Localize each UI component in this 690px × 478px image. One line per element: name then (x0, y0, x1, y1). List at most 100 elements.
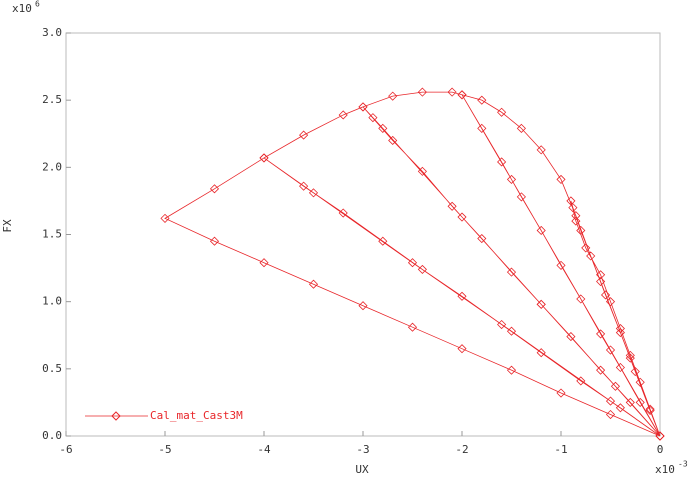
data-marker (477, 95, 487, 105)
data-marker (516, 123, 526, 133)
data-marker (160, 213, 170, 223)
data-marker (308, 279, 319, 289)
x-tick-label: -3 (356, 443, 369, 456)
data-marker (625, 397, 635, 407)
data-marker (457, 291, 467, 301)
y-axis-label: FX (1, 219, 14, 233)
data-marker (457, 212, 467, 222)
data-marker (556, 388, 566, 398)
data-marker (581, 243, 591, 253)
data-marker (635, 397, 645, 407)
data-marker (566, 196, 576, 206)
data-marker (625, 350, 635, 360)
x-multiplier-exponent: -3 (678, 460, 688, 469)
legend-label: Cal_mat_Cast3M (150, 409, 243, 422)
plot-frame (65, 32, 661, 437)
y-tick-label: 2.5 (42, 93, 62, 106)
data-marker (630, 366, 640, 377)
legend-marker (111, 411, 121, 421)
data-marker (506, 326, 517, 336)
data-marker (610, 381, 621, 391)
data-marker (615, 362, 625, 373)
data-marker (417, 87, 427, 97)
data-marker (506, 365, 517, 375)
data-marker (600, 290, 611, 300)
data-marker (615, 323, 625, 334)
data-marker (477, 233, 487, 244)
data-marker (358, 301, 368, 311)
x-axis-label: UX (355, 463, 369, 476)
data-marker (368, 113, 378, 123)
data-marker (447, 201, 457, 211)
data-marker (338, 110, 348, 120)
data-marker (378, 123, 388, 133)
data-marker (596, 276, 606, 287)
data-marker (556, 174, 566, 184)
data-marker (536, 145, 546, 155)
data-marker (259, 153, 269, 163)
x-multiplier: x10 (655, 463, 675, 476)
data-marker (645, 404, 655, 414)
data-marker (536, 348, 546, 358)
data-marker (299, 181, 309, 191)
data-marker (516, 192, 526, 202)
data-marker (497, 157, 507, 167)
data-marker (388, 135, 398, 146)
x-tick-label: -1 (554, 443, 567, 456)
data-marker (209, 236, 220, 246)
y-tick-label: 0.0 (42, 429, 62, 442)
data-marker (605, 409, 616, 420)
data-marker (655, 431, 665, 441)
data-marker (596, 365, 606, 375)
data-marker (605, 396, 616, 406)
data-marker (536, 299, 546, 309)
data-marker (536, 225, 546, 236)
y-tick-label: 3.0 (42, 26, 62, 39)
data-marker (615, 327, 625, 338)
data-marker (506, 174, 517, 184)
data-marker (596, 270, 606, 280)
y-multiplier-exponent: 6 (35, 0, 40, 9)
data-marker (417, 264, 427, 274)
data-marker (477, 123, 487, 133)
data-marker (645, 405, 655, 416)
data-marker (506, 267, 517, 277)
data-marker (259, 258, 269, 268)
data-marker (497, 319, 507, 330)
y-tick-label: 1.5 (42, 228, 62, 241)
data-marker (615, 403, 625, 413)
data-marker (605, 345, 616, 355)
series-line (164, 91, 661, 437)
data-marker (586, 251, 596, 261)
data-marker (605, 297, 616, 307)
data-marker (576, 294, 586, 304)
x-tick-label: 0 (657, 443, 664, 456)
data-marker (447, 87, 457, 97)
data-marker (566, 332, 576, 342)
y-multiplier: x10 (12, 2, 32, 15)
data-marker (556, 260, 566, 270)
data-marker (338, 208, 348, 218)
data-marker (378, 236, 388, 246)
data-marker (417, 166, 427, 176)
data-marker (358, 102, 368, 112)
x-tick-label: -4 (257, 443, 271, 456)
data-marker (497, 107, 507, 117)
data-marker (388, 91, 398, 101)
x-tick-label: -2 (455, 443, 468, 456)
data-marker (209, 184, 220, 194)
data-marker (576, 225, 586, 236)
data-marker (407, 258, 418, 268)
x-tick-label: -5 (158, 443, 171, 456)
data-marker (457, 90, 467, 100)
data-marker (568, 203, 578, 213)
y-tick-label: 2.0 (42, 160, 62, 173)
data-marker (576, 376, 586, 386)
data-marker (299, 130, 309, 140)
data-marker (596, 329, 606, 339)
data-marker (571, 216, 581, 226)
data-marker (407, 322, 418, 332)
data-marker (635, 377, 645, 387)
data-marker (571, 211, 581, 221)
